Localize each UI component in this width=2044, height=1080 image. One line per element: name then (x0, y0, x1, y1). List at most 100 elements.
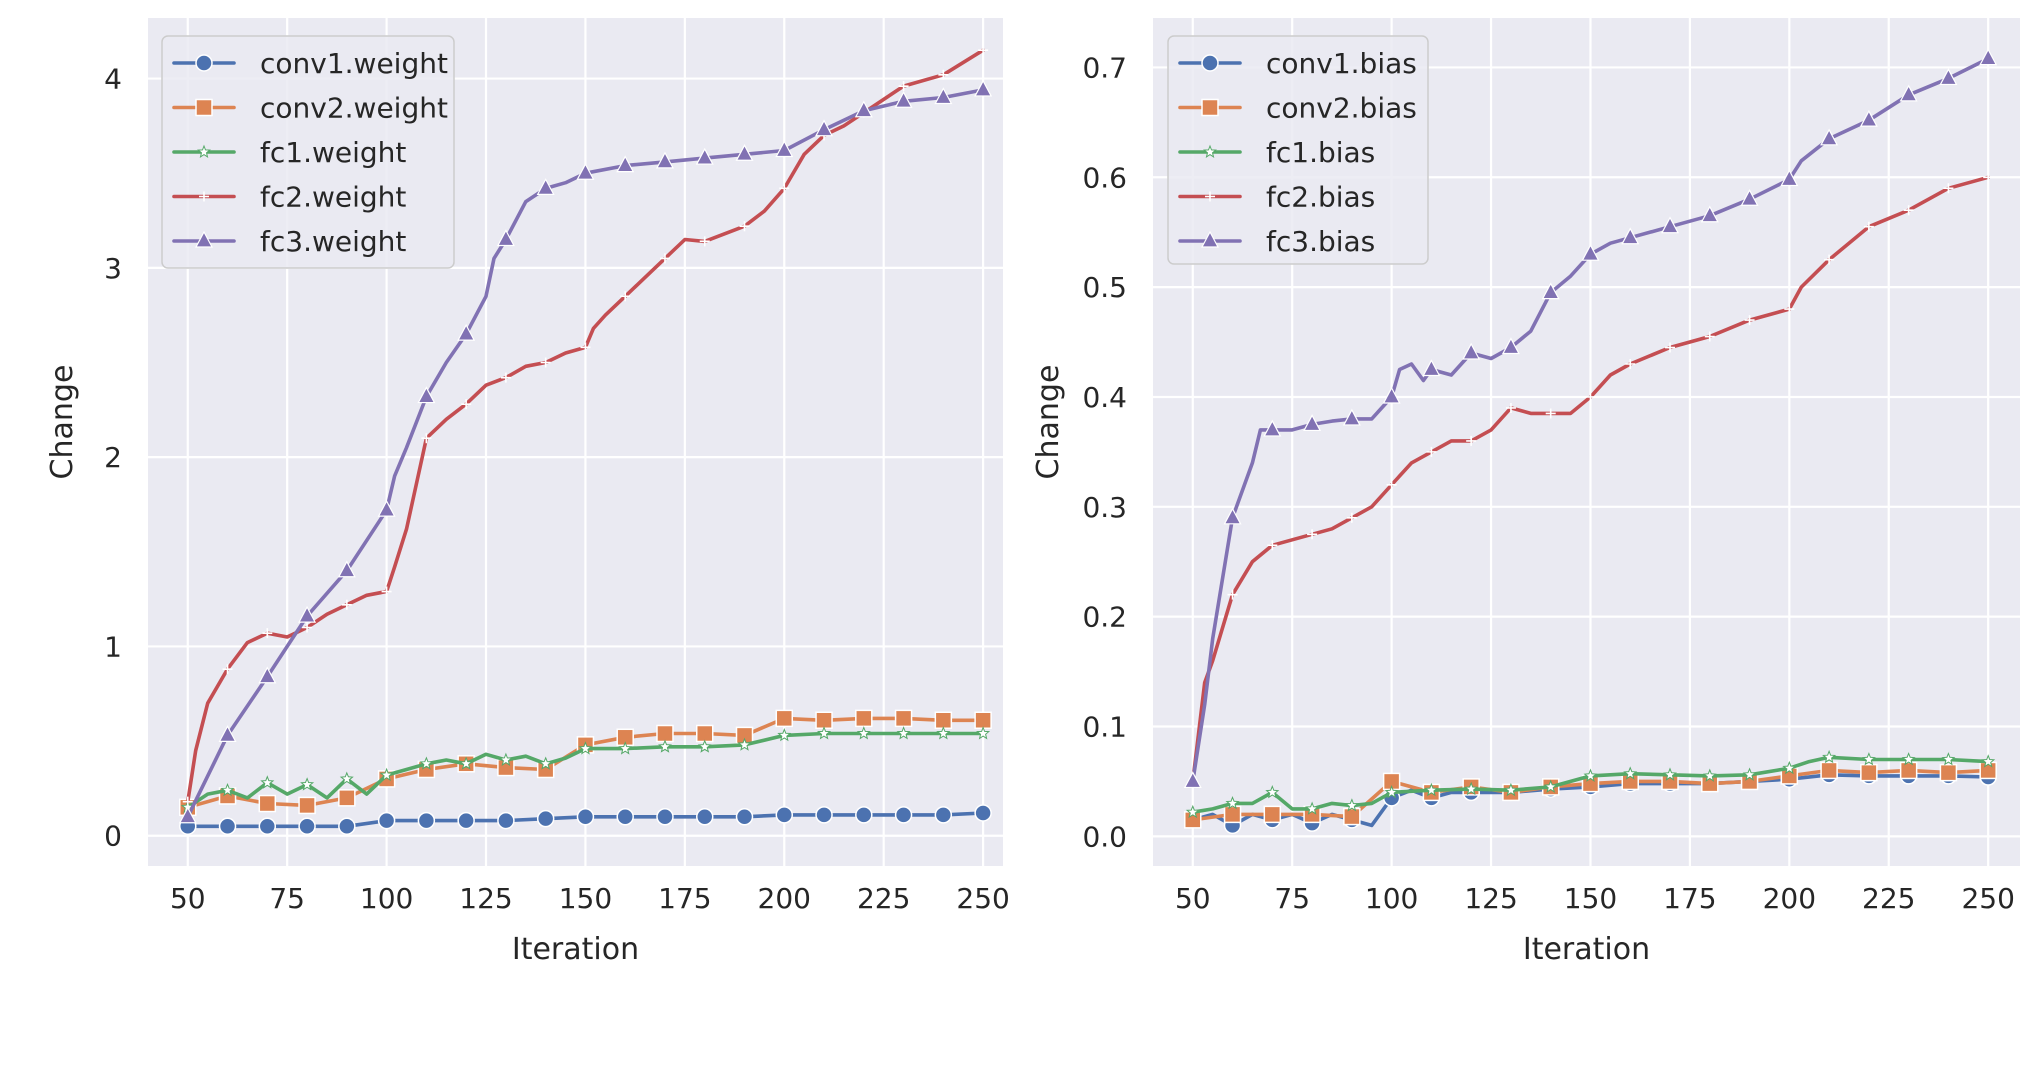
y-tick-label: 3 (104, 252, 122, 285)
data-point (1227, 589, 1238, 600)
series-conv1-weight (179, 804, 992, 835)
data-point (459, 756, 474, 770)
data-point (1621, 227, 1640, 245)
data-point (1581, 243, 1600, 261)
series-fc1-weight (180, 726, 991, 814)
x-tick-label: 225 (857, 882, 910, 915)
data-point (377, 499, 396, 517)
data-point (775, 806, 794, 824)
data-point (258, 817, 277, 835)
data-point (936, 726, 951, 740)
data-point (1541, 282, 1560, 300)
data-point (1464, 781, 1479, 796)
data-point (1861, 752, 1876, 766)
data-point (1860, 763, 1878, 782)
legend-marker-fc1-weight (197, 144, 211, 159)
data-point (178, 806, 197, 824)
series-fc3-weight (178, 79, 993, 824)
data-point (258, 794, 277, 813)
data-point (341, 599, 352, 610)
data-point (1307, 529, 1318, 540)
legend-marker-fc3-bias (1201, 230, 1219, 248)
data-point (894, 91, 913, 108)
data-point (976, 726, 991, 740)
y-tick-label: 0.0 (1082, 820, 1127, 853)
data-point (457, 811, 475, 830)
data-point (1503, 782, 1518, 797)
legend-box (1167, 35, 1429, 265)
y-tick-label: 1 (104, 630, 122, 663)
y-tick-label: 4 (104, 63, 122, 96)
data-point (1466, 435, 1477, 446)
data-point (218, 725, 237, 742)
x-tick-label: 175 (658, 882, 711, 915)
legend-label-fc1-bias: fc1.bias (1266, 136, 1375, 169)
data-point (974, 711, 992, 729)
data-point (775, 140, 794, 158)
data-point (697, 739, 712, 753)
biases-chart: 50 75 100 125 150 175 200 225 250 0.0 0.1 0.2 0.3 0.4… (1031, 18, 2020, 967)
data-point (695, 724, 714, 743)
data-point (339, 771, 354, 785)
data-point (1583, 768, 1598, 782)
x-tick-label: 250 (1961, 882, 2014, 915)
data-point (1505, 402, 1516, 413)
data-point (1263, 419, 1282, 437)
data-point (497, 811, 515, 830)
data-point (735, 808, 754, 826)
data-point (1820, 761, 1838, 780)
data-point (978, 45, 989, 56)
data-point (1462, 342, 1481, 360)
data-point (934, 806, 953, 824)
x-axis-label: Iteration (1523, 932, 1650, 967)
legend: conv1.bias conv2.bias fc1.bias fc2.bias fc3.… (1167, 35, 1429, 265)
legend-marker-fc3-weight (195, 230, 213, 248)
legend-marker-conv1-weight (195, 54, 213, 72)
data-point (1983, 172, 1994, 183)
data-point (737, 737, 752, 751)
data-point (540, 357, 551, 368)
data-point (379, 767, 394, 782)
data-point (1901, 752, 1916, 766)
data-point (1824, 254, 1835, 265)
data-point (1263, 805, 1282, 824)
data-point (1424, 782, 1439, 797)
data-point (578, 741, 593, 755)
x-tick-label: 75 (269, 882, 305, 915)
data-point (220, 782, 235, 797)
data-point (934, 87, 953, 105)
data-point (1981, 754, 1996, 768)
data-point (461, 399, 472, 410)
data-point (894, 806, 913, 824)
data-point (777, 728, 792, 742)
x-tick-label: 250 (956, 882, 1009, 915)
y-axis-label: Change (1031, 365, 1066, 480)
legend-label-fc2-weight: fc2.weight (260, 181, 406, 214)
data-point (855, 709, 873, 728)
data-point (898, 81, 909, 92)
data-point (1585, 391, 1596, 402)
data-point (616, 155, 635, 173)
data-point (576, 808, 595, 826)
data-point (1543, 779, 1558, 793)
legend-marker-conv2-weight (195, 98, 213, 117)
data-point (1903, 205, 1914, 216)
data-point (658, 739, 672, 753)
y-tick-label: 0 (104, 820, 122, 853)
legend-box (161, 35, 455, 269)
data-point (1979, 761, 1997, 780)
data-point (457, 323, 476, 341)
data-point (1384, 785, 1399, 799)
data-point (934, 711, 953, 729)
x-tick-label: 225 (1862, 882, 1915, 915)
data-point (1223, 507, 1242, 525)
data-point (500, 372, 511, 383)
x-tick-label: 175 (1663, 882, 1716, 915)
y-tick-label: 0.7 (1082, 51, 1127, 84)
data-point (536, 178, 555, 195)
legend-marker-conv2-bias (1201, 98, 1219, 117)
data-point (377, 811, 396, 830)
x-tick-label: 125 (1464, 882, 1517, 915)
x-tick-label: 200 (1763, 882, 1816, 915)
